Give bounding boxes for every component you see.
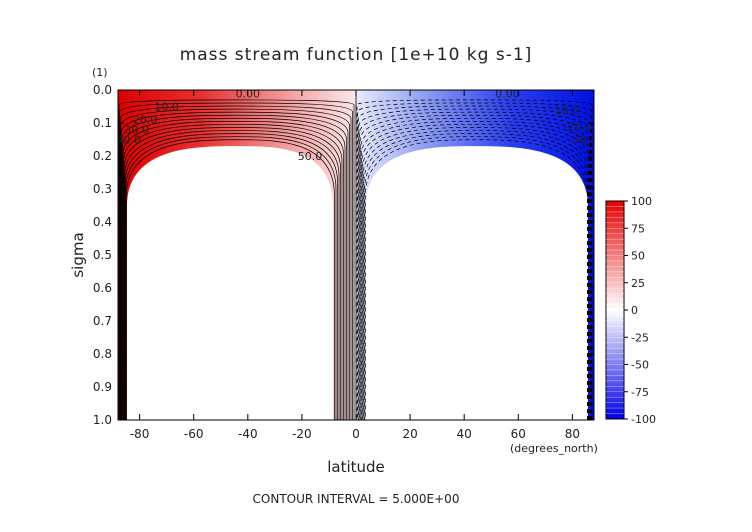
x-tick-label: 80 — [565, 427, 580, 441]
southern-hemisphere-cell-contour — [118, 99, 355, 420]
colorbar-ticks: 100 75 50 25 0 -25 -50 -75 -100 — [624, 195, 656, 426]
northern-hemisphere-cell-contour — [361, 124, 590, 420]
x-tick-label: -60 — [184, 427, 204, 441]
plot-area: 0.0010.020.030.040.050.00.0010.0-20.0-30… — [117, 87, 597, 420]
colorbar-tick-label: -25 — [631, 331, 649, 344]
x-tick-label: -40 — [238, 427, 258, 441]
northern-hemisphere-cell-contour — [357, 105, 592, 420]
colorbar-tick-label: -75 — [631, 386, 649, 399]
southern-hemisphere-cell-contour — [126, 139, 335, 420]
y-axis: 0.0 0.1 0.2 0.3 0.4 0.5 0.6 0.7 0.8 0.9 1.0 — [93, 83, 594, 427]
northern-hemisphere-cell-contour — [360, 117, 591, 420]
colorbar-tick-label: -100 — [631, 413, 656, 426]
southern-hemisphere-cell-contour — [122, 120, 344, 420]
contour-label: 40.0 — [117, 134, 142, 147]
y-tick-label: 1.0 — [93, 413, 112, 427]
x-tick-label: 20 — [402, 427, 417, 441]
y-tick-label: 0.5 — [93, 248, 112, 262]
southern-hemisphere-cell-contour — [125, 136, 337, 420]
northern-hemisphere-cell-contour — [358, 108, 592, 420]
y-tick-label: 0.4 — [93, 215, 112, 229]
northern-hemisphere-cell-contour — [359, 114, 591, 420]
y-units-label: (1) — [92, 66, 108, 79]
contour-label: 30.0 — [125, 124, 150, 137]
x-tick-label: 60 — [511, 427, 526, 441]
colorbar-tick-label: 100 — [631, 195, 652, 208]
y-tick-label: 0.3 — [93, 182, 112, 196]
contour-label: -30.0 — [569, 134, 597, 147]
y-tick-label: 0.6 — [93, 281, 112, 295]
northern-hemisphere-cell-contour — [359, 111, 591, 420]
x-axis: -80 -60 -40 -20 0 20 40 60 80 — [130, 90, 580, 441]
southern-hemisphere-cell-contour — [119, 102, 353, 420]
colorbar-bands — [606, 206, 624, 414]
contour-label: -20.0 — [564, 120, 592, 133]
x-tick-label: -20 — [292, 427, 312, 441]
x-units-label: (degrees_north) — [510, 442, 598, 455]
contour-label: 10.0 — [154, 101, 179, 114]
x-axis-label: latitude — [327, 458, 385, 476]
y-tick-label: 0.1 — [93, 116, 112, 130]
colorbar-tick-label: 0 — [631, 304, 638, 317]
x-tick-label: -80 — [130, 427, 150, 441]
x-tick-label: 0 — [352, 427, 360, 441]
chart-title: mass stream function [1e+10 kg s-1] — [180, 45, 533, 65]
southern-hemisphere-cell-contour — [123, 124, 343, 420]
northern-hemisphere-cell-contour — [365, 139, 588, 420]
colorbar-tick-label: 25 — [631, 277, 645, 290]
northern-hemisphere-cell-contour — [357, 102, 592, 420]
northern-hemisphere-cell-contour — [363, 130, 589, 420]
y-tick-label: 0.7 — [93, 314, 112, 328]
southern-hemisphere-cell-contour — [120, 108, 350, 420]
colorbar: 100 75 50 25 0 -25 -50 -75 -100 — [605, 195, 656, 426]
y-axis-label: sigma — [69, 232, 87, 277]
colorbar-tick-label: -50 — [631, 359, 649, 372]
southern-hemisphere-cell-contour — [121, 114, 347, 420]
y-tick-label: 0.2 — [93, 149, 112, 163]
contour-label: 0.00 — [495, 87, 520, 100]
southern-hemisphere-cell-contour — [123, 127, 341, 420]
y-tick-label: 0.8 — [93, 347, 112, 361]
southern-hemisphere-cell-contour — [122, 117, 346, 420]
contour-lines — [118, 90, 593, 420]
contour-label: 20.0 — [133, 114, 158, 127]
southern-hemisphere-cell-contour — [124, 130, 340, 420]
northern-hemisphere-cell-contour — [361, 120, 590, 420]
colorbar-tick-label: 75 — [631, 222, 645, 235]
southern-hemisphere-cell-contour — [120, 111, 349, 420]
x-tick-label: 40 — [457, 427, 472, 441]
contour-label: 10.0 — [555, 104, 580, 117]
northern-hemisphere-cell-contour — [364, 136, 589, 420]
northern-hemisphere-cell-contour — [362, 127, 590, 420]
southern-hemisphere-cell-contour — [124, 133, 338, 420]
contour-interval-note: CONTOUR INTERVAL = 5.000E+00 — [253, 492, 460, 506]
northern-hemisphere-cell-contour — [363, 133, 589, 420]
colorbar-tick-label: 50 — [631, 250, 645, 263]
y-tick-label: 0.0 — [93, 83, 112, 97]
southern-hemisphere-cell-contour — [119, 105, 352, 420]
contour-label: 50.0 — [298, 150, 323, 163]
y-tick-label: 0.9 — [93, 380, 112, 394]
